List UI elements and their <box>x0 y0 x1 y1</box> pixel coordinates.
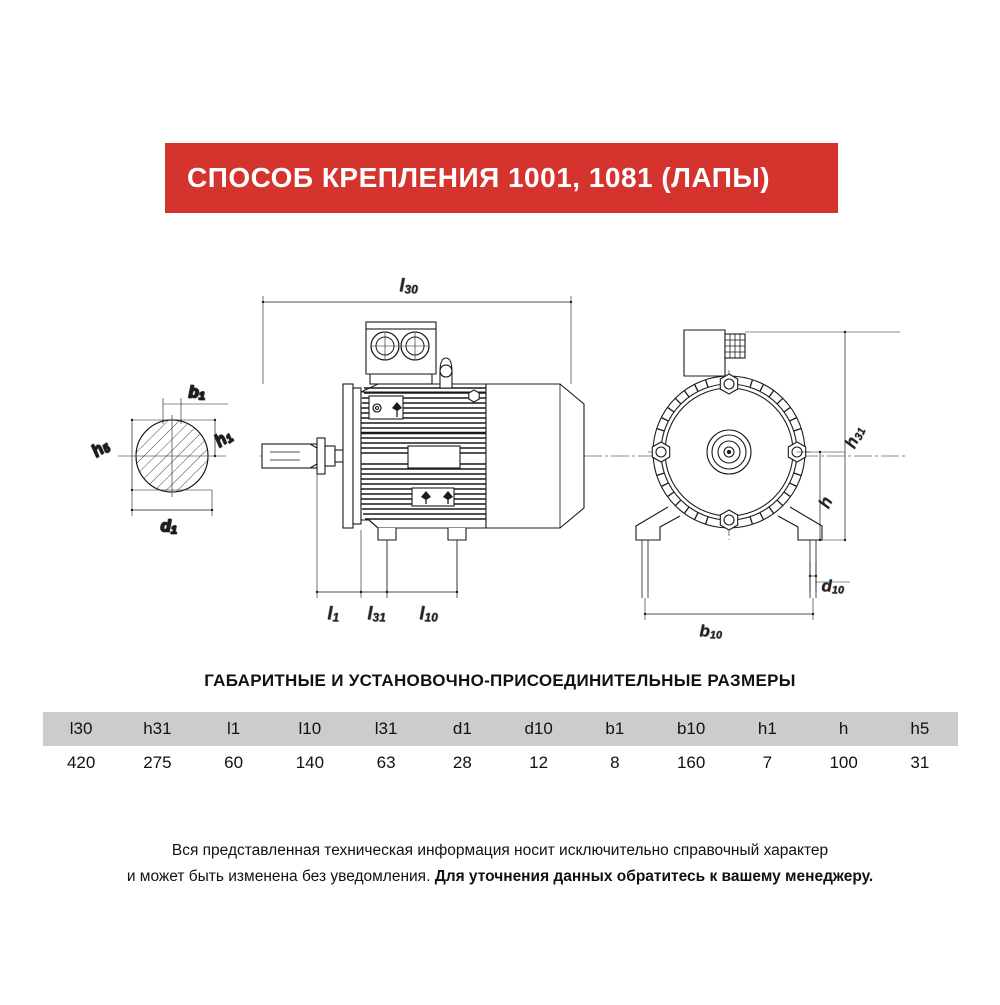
svg-text:b10: b10 <box>700 622 724 642</box>
svg-text:h5: h5 <box>88 435 114 461</box>
svg-text:h: h <box>815 494 837 511</box>
svg-text:l10: l10 <box>420 604 439 625</box>
svg-text:l31: l31 <box>368 604 387 625</box>
svg-text:l1: l1 <box>328 604 340 625</box>
svg-text:d1: d1 <box>161 517 178 537</box>
svg-text:d10: d10 <box>822 577 846 597</box>
svg-text:b1: b1 <box>189 383 206 403</box>
svg-text:l30: l30 <box>400 276 419 297</box>
svg-text:h1: h1 <box>211 426 236 452</box>
